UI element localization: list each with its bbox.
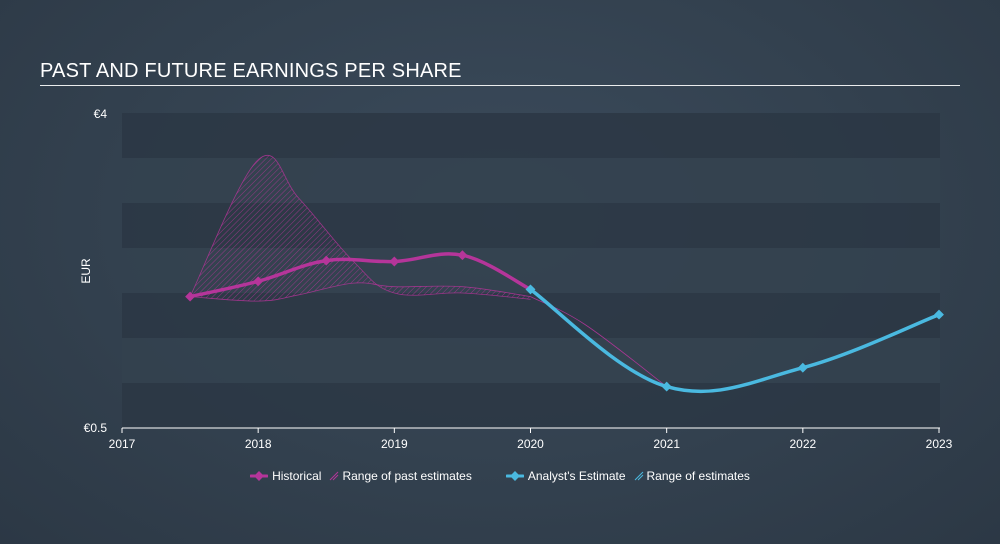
legend-estimate-label: Analyst's Estimate [527, 469, 626, 483]
historical-point[interactable] [321, 255, 332, 266]
legend: Historical Range of past estimates Analy… [0, 469, 1000, 483]
grid-band [122, 383, 940, 428]
legend-estimate[interactable]: Analyst's Estimate [505, 469, 626, 483]
x-tick-label: 2020 [517, 437, 544, 451]
estimate-line [528, 287, 941, 394]
past-range-area [190, 155, 531, 302]
estimate-point[interactable] [934, 309, 944, 320]
past-range-hatch-icon [330, 471, 339, 481]
historical-point[interactable] [457, 250, 468, 261]
x-tick-label: 2023 [926, 437, 953, 451]
x-tick-label: 2021 [653, 437, 680, 451]
x-tick-label: 2017 [109, 437, 136, 451]
x-axis: 2017 2018 2019 2020 2021 2022 2023 [109, 427, 953, 451]
estimate-point[interactable] [525, 284, 536, 295]
legend-historical-label: Historical [272, 469, 322, 483]
legend-past-range[interactable]: Range of past estimates [329, 469, 472, 483]
chart-title: PAST AND FUTURE EARNINGS PER SHARE [40, 60, 462, 82]
x-tick-label: 2018 [245, 437, 272, 451]
historical-point[interactable] [253, 276, 264, 287]
y-tick-top: €4 [94, 107, 108, 121]
legend-historical[interactable]: Historical [250, 469, 321, 483]
historical-point[interactable] [389, 256, 400, 267]
legend-future-range[interactable]: Range of estimates [634, 469, 750, 483]
estimate-swatch-icon [505, 471, 524, 481]
x-tick-label: 2022 [789, 437, 816, 451]
historical-line [188, 252, 533, 299]
past-range-upper [189, 154, 531, 300]
future-range-hatch-icon [634, 471, 643, 481]
past-estimate-range [189, 154, 531, 302]
title-divider [40, 85, 960, 86]
y-axis-label: EUR [79, 258, 93, 284]
grid-band [122, 338, 940, 383]
historical-swatch-icon [250, 471, 269, 481]
estimate-point[interactable] [797, 362, 808, 373]
past-range-lower [190, 282, 531, 302]
y-tick-bottom: €0.5 [84, 421, 108, 435]
grid-band [122, 113, 940, 158]
estimate-point[interactable] [661, 381, 672, 392]
legend-past-range-label: Range of past estimates [342, 469, 472, 483]
historical-point[interactable] [185, 291, 196, 302]
x-tick-label: 2019 [381, 437, 408, 451]
legend-future-range-label: Range of estimates [646, 469, 750, 483]
